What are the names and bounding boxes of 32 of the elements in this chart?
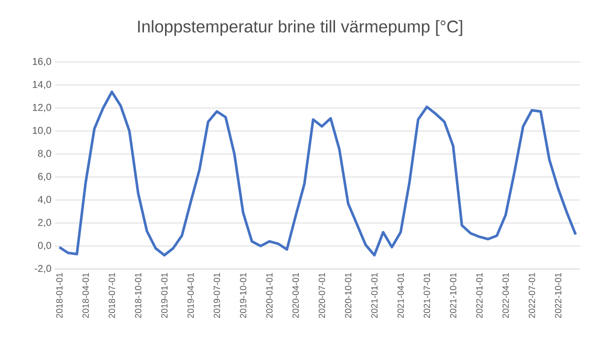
y-tick-label: -2,0: [34, 264, 52, 274]
chart-title: Inloppstemperatur brine till värmepump [°C]: [138, 20, 462, 36]
x-tick-label: 2022-10-01: [554, 272, 562, 318]
x-tick-label: 2019-07-01: [214, 272, 220, 318]
y-tick-label: 0,0: [38, 242, 52, 250]
x-tick-label: 2021-04-01: [397, 272, 404, 318]
x-tick-label: 2018-01-01: [56, 272, 63, 318]
y-tick-label: 2,0: [38, 218, 52, 228]
x-tick-label: 2021-07-01: [424, 272, 430, 318]
x-tick-label: 2018-10-01: [134, 272, 142, 318]
x-tick-label: 2019-04-01: [187, 272, 194, 318]
x-tick-label: 2019-10-01: [240, 272, 246, 318]
y-tick-label: 6,0: [38, 172, 52, 182]
x-tick-label: 2020-10-01: [344, 272, 352, 318]
x-tick-label: 2018-04-01: [82, 272, 89, 318]
x-tick-label: 2020-01-01: [266, 272, 273, 318]
x-tick-label: 2020-07-01: [318, 272, 326, 318]
y-tick-label: 4,0: [38, 196, 52, 204]
y-tick-label: 16,0: [32, 58, 52, 66]
y-tick-label: 12,0: [32, 104, 52, 112]
x-tick-label: 2018-07-01: [108, 272, 116, 318]
y-tick-label: 14,0: [32, 80, 52, 90]
x-tick-label: 2022-04-01: [502, 272, 509, 318]
x-tick-label: 2020-04-01: [292, 272, 299, 318]
x-tick-label: 2022-01-01: [476, 272, 483, 318]
x-tick-label: 2021-01-01: [371, 272, 378, 318]
y-tick-label: 10,0: [32, 126, 52, 136]
y-tick-label: 8,0: [38, 150, 52, 158]
x-tick-label: 2021-10-01: [450, 272, 456, 318]
x-tick-label: 2019-01-01: [161, 272, 168, 318]
x-tick-label: 2022-07-01: [528, 272, 536, 318]
line-series: [58, 90, 577, 256]
